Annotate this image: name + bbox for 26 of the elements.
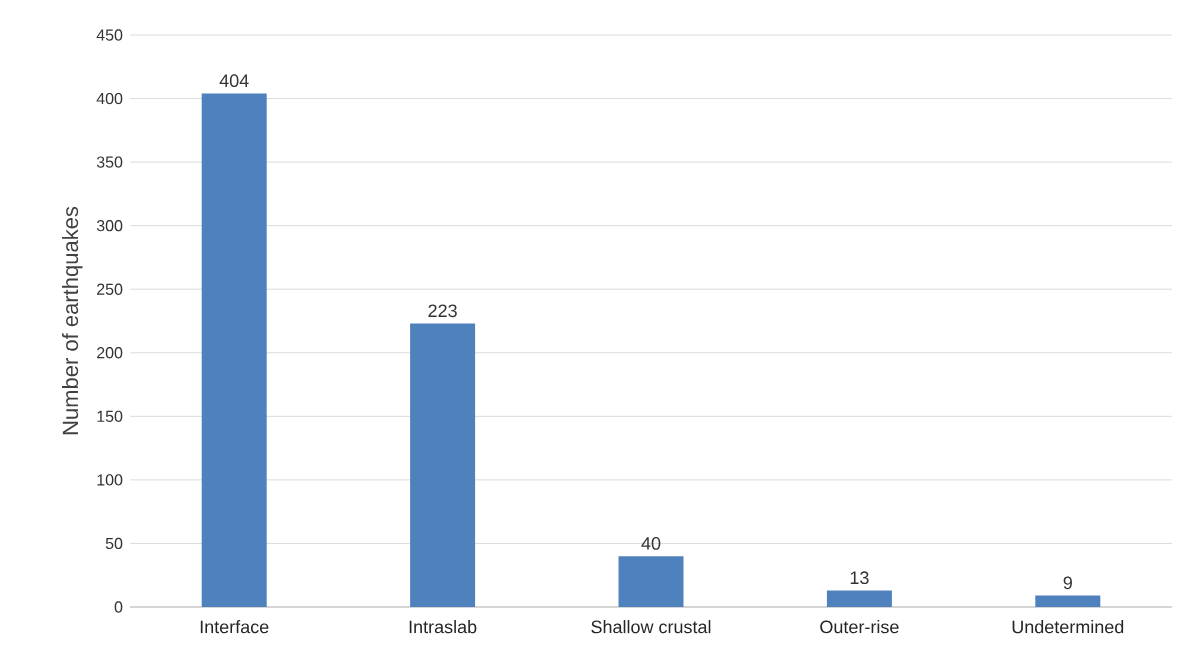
x-tick-label: Intraslab [409, 620, 477, 634]
x-tick-label: Interface [200, 620, 269, 634]
y-axis-title: Number of earthquakes [62, 206, 83, 435]
bar [201, 93, 267, 607]
bar [1035, 595, 1101, 607]
data-label: 13 [850, 571, 869, 585]
data-label: 404 [219, 74, 249, 88]
y-tick-label: 400 [96, 92, 123, 105]
bar [618, 556, 684, 607]
bar [410, 323, 476, 607]
y-tick-label: 50 [105, 537, 123, 550]
data-label: 9 [1063, 576, 1072, 590]
bar [826, 590, 892, 607]
y-tick-label: 450 [96, 29, 123, 41]
y-tick-label: 350 [96, 156, 123, 168]
y-tick-label: 0 [114, 601, 123, 613]
y-tick-label: 200 [97, 347, 123, 359]
x-tick-label: Undetermined [1012, 620, 1124, 634]
y-tick-label: 100 [97, 474, 123, 486]
data-label: 40 [641, 537, 661, 550]
x-tick-label: Shallow crustal [591, 620, 711, 634]
x-tick-label: Outer-rise [820, 620, 899, 634]
y-tick-label: 150 [97, 410, 123, 422]
y-tick-label: 250 [97, 283, 123, 295]
data-label: 223 [428, 304, 457, 318]
y-tick-label: 300 [96, 220, 123, 232]
